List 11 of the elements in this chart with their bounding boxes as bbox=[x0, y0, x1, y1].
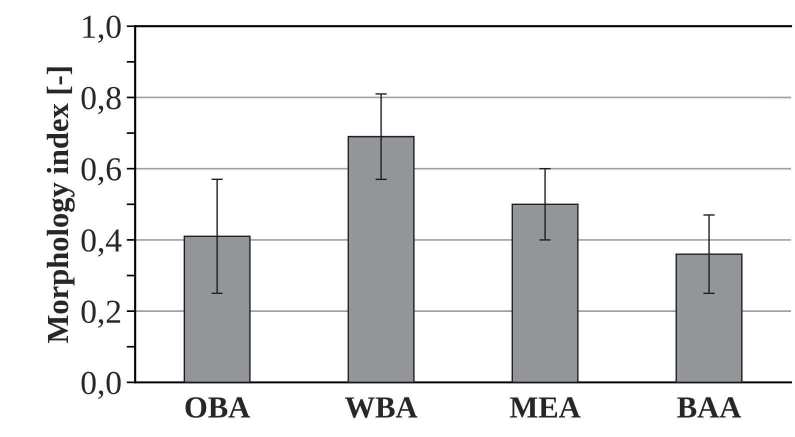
y-axis-title: Morphology index [-] bbox=[46, 67, 75, 343]
x-tick-label: WBA bbox=[345, 397, 418, 418]
x-tick-label: OBA bbox=[186, 397, 250, 418]
y-tick-label: 1,0 bbox=[83, 16, 121, 43]
y-tick-label: 0,6 bbox=[82, 158, 121, 186]
y-tick-label: 0,8 bbox=[82, 86, 121, 114]
x-tick-label: BAA bbox=[677, 397, 742, 418]
y-tick-label: 0,2 bbox=[82, 300, 120, 328]
y-tick-label: 0,0 bbox=[82, 372, 121, 400]
x-tick-label: MEA bbox=[510, 397, 580, 418]
y-tick-label: 0,4 bbox=[82, 229, 122, 257]
